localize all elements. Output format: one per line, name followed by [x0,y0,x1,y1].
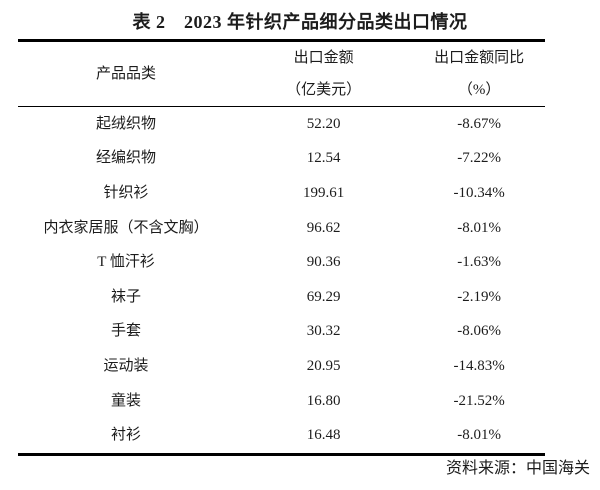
header-cell-export-value: 出口金额 （亿美元） [234,42,413,106]
cell-category: 内衣家居服（不含文胸） [18,211,234,246]
cell-yoy: -8.67% [413,107,545,142]
table-row: 运动装 20.95 -14.83% [18,349,545,384]
cell-yoy: -8.01% [413,418,545,453]
cell-export-value: 90.36 [234,245,413,280]
table-row: 手套 30.32 -8.06% [18,315,545,350]
cell-yoy: -2.19% [413,280,545,315]
cell-yoy: -7.22% [413,142,545,177]
table-row: 童装 16.80 -21.52% [18,384,545,419]
cell-yoy: -8.06% [413,315,545,350]
header-yoy-label: 出口金额同比 [434,51,524,66]
cell-category: 手套 [18,315,234,350]
cell-category: 经编织物 [18,142,234,177]
table-row: 针织衫 199.61 -10.34% [18,176,545,211]
cell-export-value: 16.80 [234,384,413,419]
cell-export-value: 12.54 [234,142,413,177]
table-row: T 恤汗衫 90.36 -1.63% [18,245,545,280]
cell-export-value: 199.61 [234,176,413,211]
table-header-row: 产品品类 出口金额 （亿美元） 出口金额同比 （%） [18,42,545,107]
cell-category: T 恤汗衫 [18,245,234,280]
table-row: 内衣家居服（不含文胸） 96.62 -8.01% [18,211,545,246]
cell-export-value: 69.29 [234,280,413,315]
document-page: 表 2 2023 年针织产品细分品类出口情况 产品品类 出口金额 （亿美元） 出… [0,0,600,490]
cell-category: 起绒织物 [18,107,234,142]
cell-yoy: -8.01% [413,211,545,246]
cell-export-value: 20.95 [234,349,413,384]
header-export-value-unit: （亿美元） [286,83,361,98]
cell-category: 衬衫 [18,418,234,453]
cell-export-value: 52.20 [234,107,413,142]
cell-category: 针织衫 [18,176,234,211]
cell-category: 运动装 [18,349,234,384]
header-cell-yoy: 出口金额同比 （%） [413,42,545,106]
cell-export-value: 96.62 [234,211,413,246]
table-row: 经编织物 12.54 -7.22% [18,142,545,177]
cell-export-value: 30.32 [234,315,413,350]
table-row: 衬衫 16.48 -8.01% [18,418,545,453]
cell-yoy: -21.52% [413,384,545,419]
header-export-value-label: 出口金额 [294,51,354,66]
header-yoy-unit: （%） [458,83,501,98]
cell-yoy: -10.34% [413,176,545,211]
cell-export-value: 16.48 [234,418,413,453]
cell-yoy: -14.83% [413,349,545,384]
cell-category: 童装 [18,384,234,419]
header-category-label: 产品品类 [96,67,156,82]
cell-yoy: -1.63% [413,245,545,280]
table-title: 表 2 2023 年针织产品细分品类出口情况 [0,8,600,34]
table-row: 袜子 69.29 -2.19% [18,280,545,315]
data-table: 产品品类 出口金额 （亿美元） 出口金额同比 （%） 起绒织物 52.20 -8… [18,39,545,456]
source-note: 资料来源：中国海关 [446,459,590,478]
table-row: 起绒织物 52.20 -8.67% [18,107,545,142]
header-cell-category: 产品品类 [18,42,234,106]
cell-category: 袜子 [18,280,234,315]
